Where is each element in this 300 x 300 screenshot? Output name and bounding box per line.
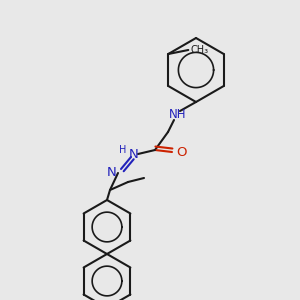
Text: O: O (176, 146, 187, 158)
Text: N: N (106, 167, 116, 179)
Text: CH₃: CH₃ (190, 45, 208, 55)
Text: NH: NH (169, 107, 187, 121)
Text: H: H (118, 145, 126, 155)
Text: N: N (129, 148, 139, 160)
